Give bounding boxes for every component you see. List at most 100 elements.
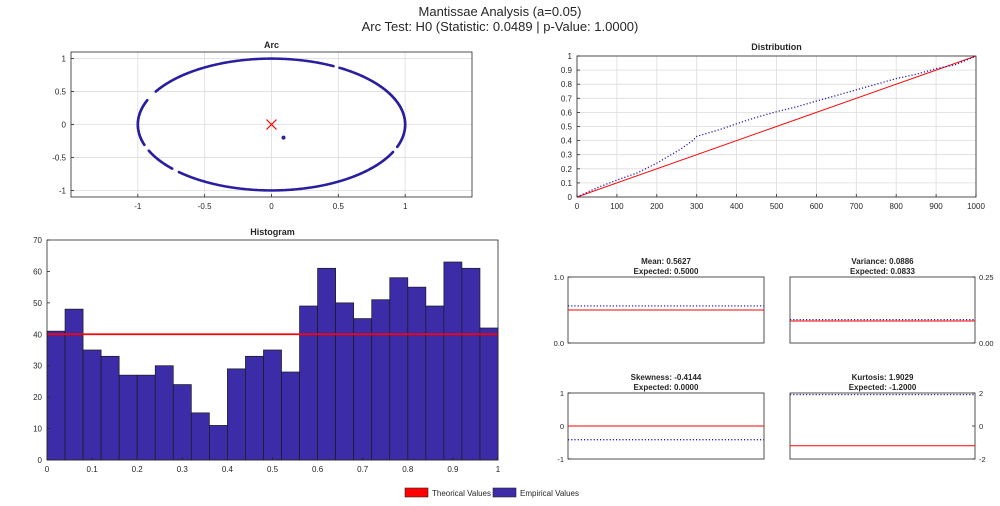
histogram-bar	[461, 267, 481, 461]
skewness-expected: Expected: 0.0000	[634, 383, 699, 392]
histogram-bar	[407, 286, 427, 461]
histogram-xtick-label: 0.8	[402, 465, 414, 474]
histogram-bar	[353, 318, 373, 461]
histogram-xtick-label: 0.3	[177, 465, 189, 474]
arc-theoretical-center-marker	[266, 119, 277, 130]
distribution-ytick-label: 0.5	[561, 123, 573, 132]
legend-label-theoretical: Theorical Values	[432, 489, 491, 498]
skewness-ytick-label: 0	[560, 422, 564, 431]
arc-xtick-label: 0.5	[333, 202, 345, 211]
histogram-ytick-label: 0	[38, 456, 43, 465]
arc-point	[338, 66, 341, 70]
histogram-xtick-label: 0.6	[312, 465, 324, 474]
arc-title: Arc	[264, 40, 279, 50]
distribution-ytick-label: 1	[568, 52, 573, 61]
arc-ytick-label: -0.5	[52, 153, 66, 162]
skewness-title: Skewness: -0.4144	[631, 373, 702, 382]
legend-swatch-theoretical	[404, 487, 429, 498]
histogram-ytick-label: 10	[33, 425, 42, 434]
arc-xtick-label: 0	[269, 202, 274, 211]
arc-xtick-label: -1	[134, 202, 142, 211]
kurtosis-ytick-label: -2	[979, 455, 986, 464]
distribution-xtick-label: 200	[650, 202, 664, 211]
distribution-ytick-label: 0.3	[561, 151, 573, 160]
histogram-bar	[100, 355, 120, 461]
distribution-ytick-label: 0	[568, 193, 573, 202]
distribution-ytick-label: 0.4	[561, 137, 573, 146]
histogram-bar	[371, 299, 391, 461]
distribution-xtick-label: 900	[929, 202, 943, 211]
mean-ytick-label: 0.0	[554, 339, 564, 348]
arc-ytick-label: -1	[59, 186, 67, 195]
histogram-axes-box	[46, 239, 499, 461]
kurtosis-ytick-label: 2	[979, 389, 983, 398]
histogram-ytick-label: 30	[33, 362, 42, 371]
variance-expected: Expected: 0.0833	[850, 267, 915, 276]
distribution-panel: 0 100 200 300 400 500 600 700 800 900 1000 1 0.9 0.8 0…	[561, 42, 986, 211]
distribution-xtick-label: 0	[575, 202, 580, 211]
histogram-bar	[281, 371, 300, 461]
arc-panel: -1 -0.5 0 0.5 1 1 0.5 0 -0.5 -1 Arc	[52, 40, 473, 211]
histogram-bar	[82, 349, 102, 461]
histogram-bar	[425, 305, 445, 461]
histogram-xtick-label: 0.2	[132, 465, 144, 474]
distribution-xtick-label: 600	[810, 202, 824, 211]
kurtosis-ytick-label: 0	[979, 422, 983, 431]
arc-point	[403, 123, 407, 127]
histogram-ytick-label: 70	[33, 236, 42, 245]
distribution-theoretical-line	[576, 55, 977, 198]
arc-ytick-label: 1	[62, 55, 67, 64]
histogram-bar	[317, 267, 336, 461]
distribution-ytick-label: 0.6	[561, 108, 573, 117]
mean-expected: Expected: 0.5000	[634, 267, 699, 276]
legend-swatch-empirical	[492, 487, 517, 498]
arc-ytick-label: 0	[62, 121, 67, 130]
histogram-bar	[154, 365, 174, 461]
histogram-bar	[389, 277, 409, 461]
figure-subtitle: Arc Test: H0 (Statistic: 0.0489 | p-Valu…	[362, 19, 639, 34]
distribution-ytick-label: 0.8	[561, 80, 573, 89]
distribution-ytick-label: 0.2	[561, 165, 573, 174]
distribution-axes-box	[576, 55, 977, 198]
arc-point	[143, 143, 146, 147]
arc-point	[154, 90, 158, 93]
histogram-bar	[64, 308, 84, 461]
distribution-xtick-label: 300	[690, 202, 704, 211]
histogram-bar	[335, 302, 355, 461]
figure-title: Mantissae Analysis (a=0.05)	[419, 4, 582, 19]
kurtosis-title: Kurtosis: 1.9029	[852, 373, 914, 382]
histogram-bar	[263, 349, 282, 461]
histogram-ytick-label: 60	[33, 267, 42, 276]
distribution-ytick-label: 0.7	[561, 94, 573, 103]
histogram-xtick-label: 1	[496, 465, 501, 474]
histogram-bar	[46, 330, 66, 461]
distribution-xtick-label: 1000	[967, 202, 985, 211]
histogram-bar	[227, 368, 246, 461]
histogram-xtick-label: 0.4	[222, 465, 234, 474]
skewness-ytick-label: -1	[557, 455, 564, 464]
arc-ytick-label: 0.5	[55, 88, 67, 97]
histogram-bar	[443, 261, 463, 461]
arc-xtick-label: -0.5	[198, 202, 212, 211]
distribution-xtick-label: 700	[850, 202, 864, 211]
variance-ytick-label: 0.25	[979, 273, 994, 282]
distribution-xtick-label: 800	[890, 202, 904, 211]
histogram-bar	[136, 374, 156, 461]
histogram-xtick-label: 0.1	[87, 465, 99, 474]
histogram-ytick-label: 20	[33, 393, 42, 402]
arc-xtick-label: 1	[403, 202, 408, 211]
variance-axes-box	[789, 276, 976, 344]
histogram-title: Histogram	[250, 227, 295, 237]
skewness-ytick-label: 1	[560, 389, 564, 398]
distribution-xtick-label: 400	[730, 202, 744, 211]
distribution-xtick-label: 500	[770, 202, 784, 211]
histogram-bar	[479, 327, 499, 461]
histogram-panel: 0 0.1 0.2 0.3 0.4 0.5 0.6 0.7 0.8 0.9 1 70 60 50 40 30 2…	[33, 227, 501, 474]
mean-ytick-label: 1.0	[554, 273, 564, 282]
histogram-xtick-label: 0.5	[267, 465, 279, 474]
